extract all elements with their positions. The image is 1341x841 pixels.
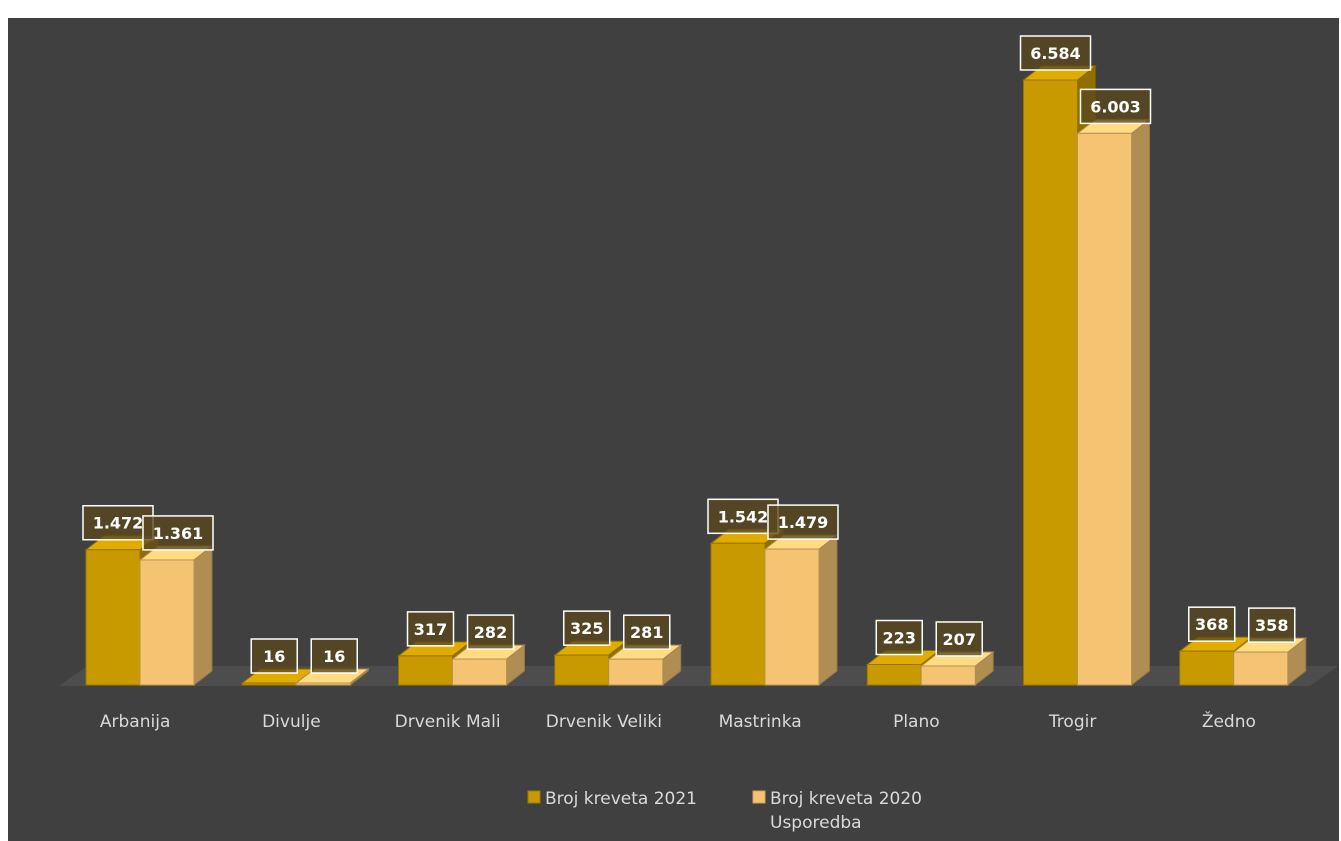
legend-swatch-broj-kreveta-2020 (752, 790, 766, 804)
bar-divulje-2020-front (295, 682, 351, 686)
data-label-arbanija-2020: 1.361 (142, 515, 214, 551)
data-label-arbanija-2021-box (82, 504, 154, 541)
bar-plano-2021-front (866, 664, 922, 686)
data-label-zedno-2021-box (1188, 606, 1236, 642)
data-label-plano-2020-text: 207 (943, 630, 976, 649)
bar-zedno-2021-front (1179, 650, 1235, 686)
bar-arbanija-2020-front (139, 559, 195, 686)
bar-trogir-2020 (1076, 118, 1151, 687)
bar-arbanija-2020 (138, 544, 214, 687)
x-tick-label-arbanija: Arbanija (100, 712, 170, 732)
data-label-trogir-2020: 6.003 (1079, 88, 1152, 125)
bar-plano-2020-front (920, 665, 976, 686)
data-label-divulje-2020-text: 16 (323, 647, 345, 666)
data-label-drvenik-veliki-2021-box (563, 610, 611, 646)
data-label-zedno-2020-text: 358 (1255, 616, 1288, 635)
data-label-arbanija-2021-text: 1.472 (93, 514, 144, 533)
x-tick-label-drvenik-mali: Drvenik Mali (395, 712, 501, 732)
data-label-zedno-2021: 368 (1188, 606, 1236, 642)
legend-label-broj-kreveta-2020: Broj kreveta 2020 (770, 789, 922, 809)
bar-drvenik-mali-2020-front (452, 658, 507, 686)
data-label-arbanija-2021: 1.472 (82, 504, 154, 541)
data-label-drvenik-veliki-2020-box (623, 614, 671, 650)
bar-mastrinka-2020 (763, 534, 839, 687)
legend-swatch-broj-kreveta-2021 (527, 790, 541, 804)
bar-trogir-2020-front (1077, 132, 1132, 686)
x-tick-label-drvenik-veliki: Drvenik Veliki (546, 712, 662, 732)
bar-drvenik-veliki-2020 (607, 644, 683, 687)
data-label-zedno-2021-text: 368 (1195, 615, 1228, 634)
data-label-drvenik-mali-2021: 317 (406, 611, 455, 647)
data-label-plano-2020-box (935, 621, 983, 657)
data-label-plano-2021-box (875, 619, 923, 656)
legend-label-usporedba: Usporedba (770, 813, 862, 833)
data-label-drvenik-mali-2020-text: 282 (474, 623, 507, 642)
data-label-drvenik-veliki-2021: 325 (563, 610, 611, 646)
bar-arbanija-2020-side (193, 544, 213, 687)
bar-mastrinka-2020-front (764, 548, 820, 686)
data-label-plano-2021-text: 223 (883, 629, 916, 648)
bar-divulje-2021-front (241, 682, 297, 686)
data-label-drvenik-mali-2020-box (466, 614, 515, 650)
data-label-drvenik-mali-2021-text: 317 (414, 620, 447, 639)
data-label-plano-2020: 207 (935, 621, 983, 657)
bar-trogir-2021-front (1023, 79, 1078, 686)
data-label-divulje-2021: 16 (250, 638, 298, 674)
x-tick-label-divulje: Divulje (262, 712, 321, 732)
chart-floor (59, 666, 1338, 686)
data-label-drvenik-veliki-2020-text: 281 (630, 623, 663, 642)
data-label-mastrinka-2021-text: 1.542 (718, 507, 769, 526)
data-label-trogir-2021-text: 6.584 (1030, 44, 1081, 63)
data-label-divulje-2021-text: 16 (263, 647, 285, 666)
data-label-plano-2021: 223 (875, 619, 923, 656)
legend-label-broj-kreveta-2021: Broj kreveta 2021 (545, 789, 697, 809)
data-labels-layer: 1.472 1.361 16 16 317 282 325 281 1.542 1.479 223 2… (82, 35, 1296, 674)
data-label-trogir-2020-box (1079, 88, 1152, 125)
bar-mastrinka-2020-side (818, 534, 838, 687)
data-label-zedno-2020-box (1248, 607, 1296, 643)
data-label-drvenik-veliki-2020: 281 (623, 614, 671, 650)
data-label-drvenik-veliki-2021-text: 325 (570, 619, 603, 638)
x-axis-tick-labels: Arbanija Divulje Drvenik Mali Drvenik Velik… (100, 710, 1256, 732)
bars-layer (84, 64, 1308, 687)
x-tick-label-zedno: Žedno (1202, 710, 1256, 732)
bar-drvenik-mali-2020 (451, 644, 526, 687)
bar-drvenik-veliki-2020-front (608, 658, 664, 686)
data-label-trogir-2021: 6.584 (1019, 35, 1092, 71)
legend: Broj kreveta 2021 Broj kreveta 2020 Uspo… (527, 789, 922, 833)
data-label-divulje-2021-box (250, 638, 298, 674)
bar-zedno-2020 (1232, 637, 1308, 687)
data-label-mastrinka-2020-text: 1.479 (778, 513, 829, 532)
x-tick-label-trogir: Trogir (1048, 712, 1096, 732)
data-label-zedno-2020: 358 (1248, 607, 1296, 643)
bar-trogir-2020-side (1131, 118, 1150, 687)
data-label-mastrinka-2021-box (707, 498, 779, 535)
x-tick-label-plano: Plano (893, 712, 940, 732)
bar-drvenik-mali-2021-front (398, 655, 453, 686)
data-label-mastrinka-2021: 1.542 (707, 498, 779, 535)
data-label-drvenik-mali-2020: 282 (466, 614, 515, 650)
data-label-trogir-2021-box (1019, 35, 1092, 71)
x-tick-label-mastrinka: Mastrinka (719, 712, 802, 732)
data-label-drvenik-mali-2021-box (406, 611, 455, 647)
data-label-divulje-2020-box (310, 638, 358, 674)
bar-arbanija-2021-front (85, 549, 141, 686)
bar-zedno-2020-front (1233, 651, 1289, 686)
data-label-mastrinka-2020: 1.479 (767, 504, 839, 540)
bar-drvenik-veliki-2021-front (554, 654, 610, 686)
data-label-divulje-2020: 16 (310, 638, 358, 674)
bar-mastrinka-2021-front (710, 542, 766, 686)
data-label-trogir-2020-text: 6.003 (1090, 97, 1141, 116)
data-label-mastrinka-2020-box (767, 504, 839, 540)
data-label-arbanija-2020-box (142, 515, 214, 551)
data-label-arbanija-2020-text: 1.361 (153, 524, 204, 543)
